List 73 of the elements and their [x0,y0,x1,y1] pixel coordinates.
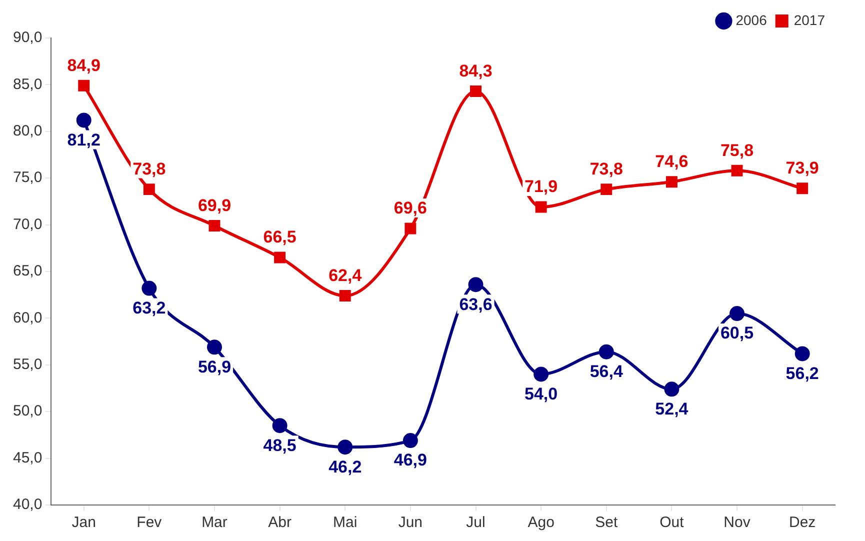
y-tick-label: 85,0 [12,76,42,93]
point [339,290,351,302]
y-tick-label: 60,0 [12,309,42,326]
point [535,201,547,213]
point [600,184,612,196]
point [470,85,482,97]
point [598,344,614,360]
data-label: 60,5 [720,324,754,343]
data-label: 62,4 [328,266,362,285]
x-tick-label: Out [660,514,685,532]
x-tick-label: Set [595,514,618,532]
point [76,112,92,128]
x-tick-label: Mai [333,514,358,532]
y-tick-label: 65,0 [12,262,42,280]
point [338,440,353,455]
data-label: 56,9 [198,357,232,376]
x-tick-label: Jan [72,514,96,532]
point [730,306,745,322]
y-tick-label: 45,0 [12,449,42,466]
data-label: 56,2 [786,364,819,383]
point [78,80,90,92]
point [272,418,288,434]
x-tick-label: Jun [398,514,423,532]
data-label: 54,0 [524,384,558,404]
data-label: 75,8 [720,140,754,160]
data-label: 69,9 [198,196,232,215]
data-label: 63,6 [459,294,492,314]
point [468,277,484,292]
point [664,382,680,397]
data-label: 81,2 [67,130,100,150]
point [142,280,157,296]
legend-label: 2017 [794,12,826,28]
data-label: 69,6 [394,198,427,218]
point [666,176,678,188]
x-tick-label: Fev [136,514,162,532]
y-tick-label: 40,0 [12,496,42,514]
x-tick-label: Mar [202,514,228,532]
legend-label: 2006 [736,12,768,28]
data-label: 46,9 [394,450,427,470]
data-label: 56,4 [590,362,624,382]
y-tick-label: 70,0 [12,216,42,233]
y-tick-label: 50,0 [12,402,42,420]
x-tick-label: Abr [268,514,292,532]
y-tick-label: 55,0 [12,356,42,374]
y-tick-label: 90,0 [12,29,42,46]
data-label: 48,5 [263,436,296,455]
y-tick-label: 80,0 [12,122,42,140]
y-tick-label: 75,0 [12,169,42,186]
point [402,433,418,448]
point [794,346,810,362]
data-label: 73,9 [786,158,819,178]
x-tick-label: Ago [528,514,554,532]
data-label: 66,5 [263,228,296,247]
data-label: 84,9 [67,56,100,75]
x-tick-label: Nov [724,514,751,532]
data-label: 73,8 [132,159,166,178]
point [731,164,743,176]
x-tick-label: Jul [466,514,486,532]
data-label: 46,2 [328,457,362,476]
point [404,222,416,234]
point [534,366,549,382]
data-label: 73,8 [590,159,623,178]
point [206,340,222,355]
x-tick-label: Dez [789,514,816,532]
point [274,252,286,264]
point [208,220,220,232]
data-label: 84,3 [459,61,492,80]
data-label: 74,6 [655,152,688,172]
data-label: 52,4 [655,399,689,418]
data-label: 71,9 [524,177,558,196]
point [143,184,155,196]
data-label: 63,2 [132,298,166,318]
point [796,182,808,194]
